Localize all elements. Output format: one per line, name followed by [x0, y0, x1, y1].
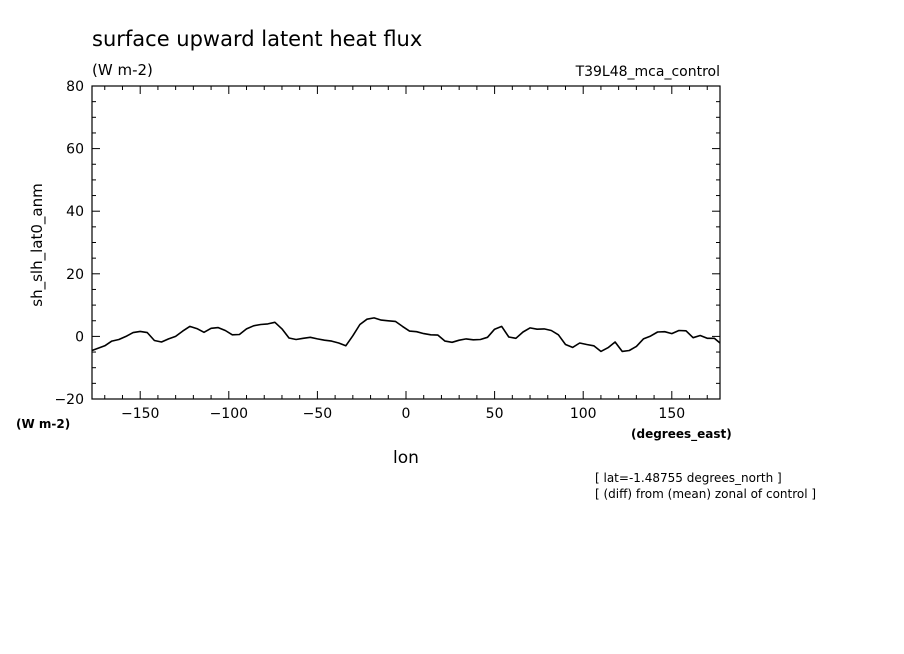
y-tick-label: −20 [54, 392, 84, 408]
difference-note: [ (diff) from (mean) zonal of control ] [595, 487, 816, 501]
series-group [91, 317, 721, 353]
x-tick-label: −150 [121, 406, 159, 422]
series-line [91, 317, 721, 353]
x-tick-label: −50 [303, 406, 333, 422]
run-label: T39L48_mca_control [575, 64, 720, 80]
plot-axes: −150 −100 −50 0 50 100 150 −20 0 20 40 60 80 [54, 79, 721, 422]
y-tick-label: 40 [66, 204, 84, 220]
chart-title: surface upward latent heat flux [92, 27, 422, 51]
x-tick-label: 0 [402, 406, 411, 422]
x-tick-label: 150 [658, 406, 685, 422]
y-tick-label: 20 [66, 267, 84, 283]
plot-frame [91, 85, 721, 400]
x-axis-units: (degrees_east) [631, 427, 732, 442]
latitude-note: [ lat=-1.48755 degrees_north ] [595, 471, 782, 485]
x-tick-label: 100 [570, 406, 597, 422]
y-tick-label: 0 [75, 329, 84, 345]
x-axis: −150 −100 −50 0 50 100 150 [104, 86, 708, 422]
x-axis-label: lon [393, 448, 419, 468]
chart-units-label: (W m-2) [92, 61, 153, 79]
y-tick-label: 60 [66, 142, 84, 158]
x-tick-label: 50 [486, 406, 504, 422]
y-axis: −20 0 20 40 60 80 [54, 79, 720, 408]
y-axis-units: (W m-2) [16, 417, 70, 431]
x-tick-label: −100 [210, 406, 248, 422]
y-tick-label: 80 [66, 79, 84, 95]
y-axis-label: sh_slh_lat0_anm [28, 183, 47, 306]
